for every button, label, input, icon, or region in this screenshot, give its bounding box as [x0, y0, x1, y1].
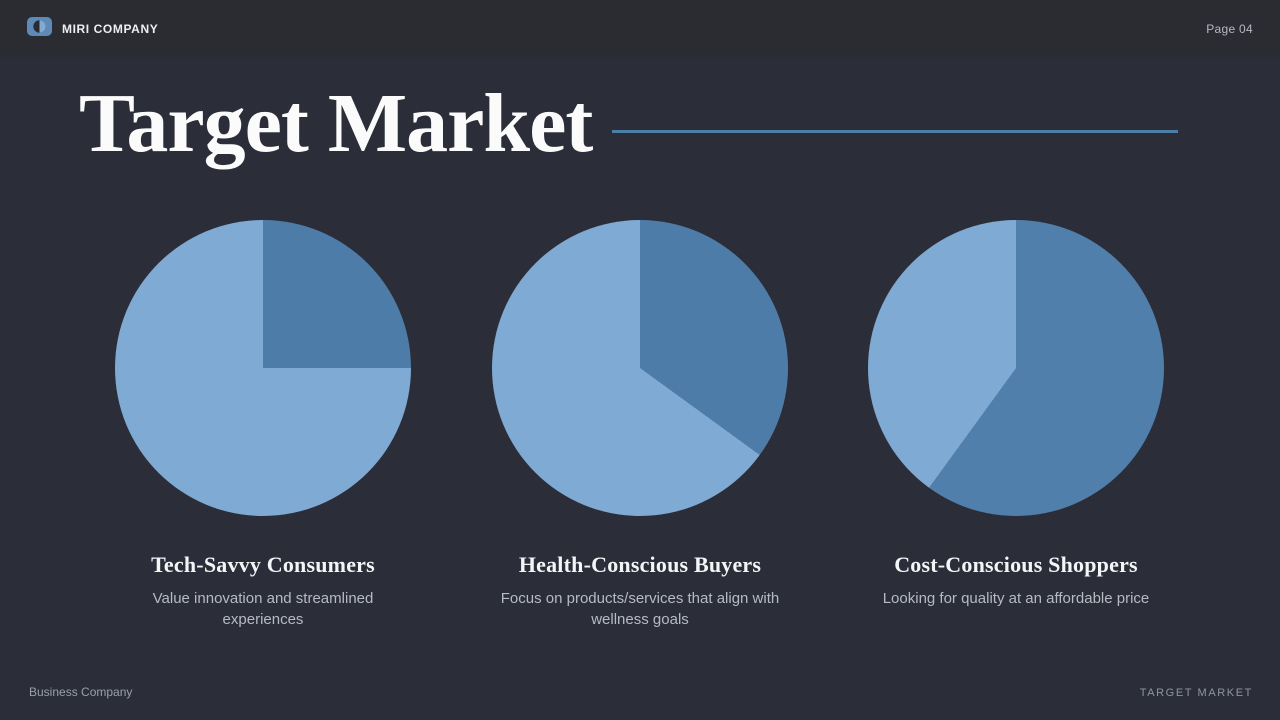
pie-chart-tech-savvy: [115, 220, 411, 516]
page-number: Page 04: [1206, 21, 1253, 36]
company-name: MIRI COMPANY: [62, 21, 159, 36]
caption-heading: Health-Conscious Buyers: [518, 552, 762, 577]
caption-heading: Cost-Conscious Shoppers: [894, 552, 1138, 577]
caption-description: Focus on products/services that align wi…: [500, 590, 780, 629]
title-divider-line: [612, 130, 1178, 133]
header-bar: MIRI COMPANY Page 04: [0, 0, 1280, 57]
company-brand: MIRI COMPANY: [27, 16, 159, 41]
pie-chart-cost-conscious: [868, 220, 1164, 516]
slide-title: Target Market: [79, 77, 593, 170]
caption-heading: Tech-Savvy Consumers: [151, 552, 375, 577]
footer-slide-name: TARGET MARKET: [1139, 687, 1253, 699]
caption-tech-savvy: Tech-Savvy Consumers Value innovation an…: [93, 552, 433, 631]
pie-chart-health-conscious: [492, 220, 788, 516]
caption-description: Looking for quality at an affordable pri…: [882, 590, 1150, 607]
footer-company-text: Business Company: [29, 685, 133, 699]
company-logo-icon: [27, 16, 52, 41]
caption-health-conscious: Health-Conscious Buyers Focus on product…: [470, 552, 810, 631]
caption-cost-conscious: Cost-Conscious Shoppers Looking for qual…: [846, 552, 1186, 609]
caption-description: Value innovation and streamlined experie…: [152, 590, 374, 629]
